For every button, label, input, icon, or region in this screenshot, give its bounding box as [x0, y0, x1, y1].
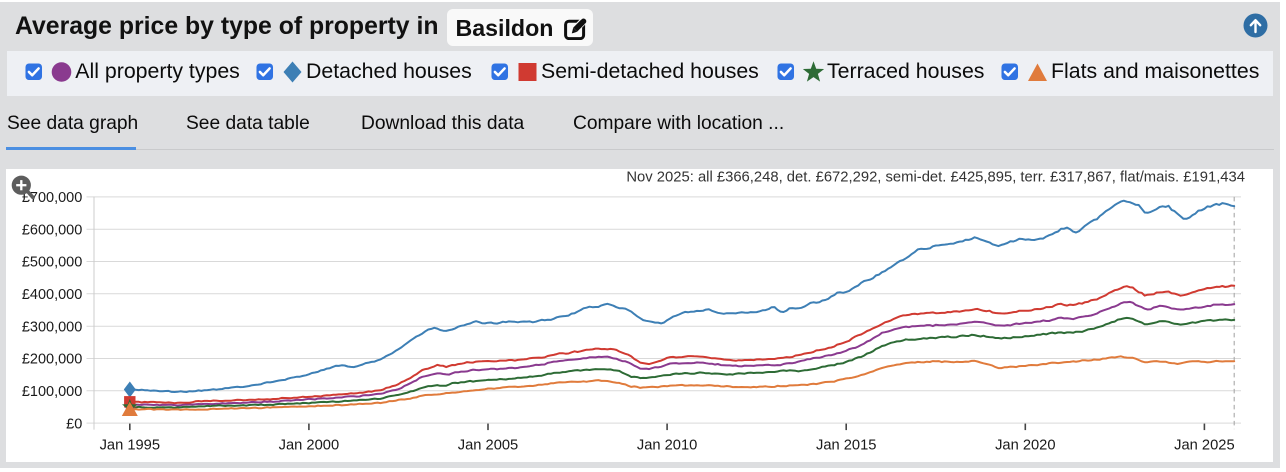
svg-text:£300,000: £300,000	[22, 319, 82, 335]
svg-text:Jan 2015: Jan 2015	[816, 437, 876, 453]
svg-text:£700,000: £700,000	[22, 190, 82, 206]
svg-text:Jan 1995: Jan 1995	[100, 437, 160, 453]
svg-text:£600,000: £600,000	[22, 222, 82, 238]
svg-text:£200,000: £200,000	[22, 351, 82, 367]
svg-text:£0: £0	[66, 416, 82, 432]
svg-text:£500,000: £500,000	[22, 254, 82, 270]
svg-text:Jan 2000: Jan 2000	[279, 437, 339, 453]
svg-text:Jan 2025: Jan 2025	[1174, 437, 1234, 453]
svg-text:£100,000: £100,000	[22, 384, 82, 400]
svg-text:Jan 2010: Jan 2010	[637, 437, 697, 453]
svg-text:£400,000: £400,000	[22, 287, 82, 303]
svg-text:Jan 2005: Jan 2005	[458, 437, 518, 453]
svg-text:Nov 2025: all £366,248, det. £: Nov 2025: all £366,248, det. £672,292, s…	[626, 169, 1245, 185]
svg-text:Jan 2020: Jan 2020	[995, 437, 1055, 453]
